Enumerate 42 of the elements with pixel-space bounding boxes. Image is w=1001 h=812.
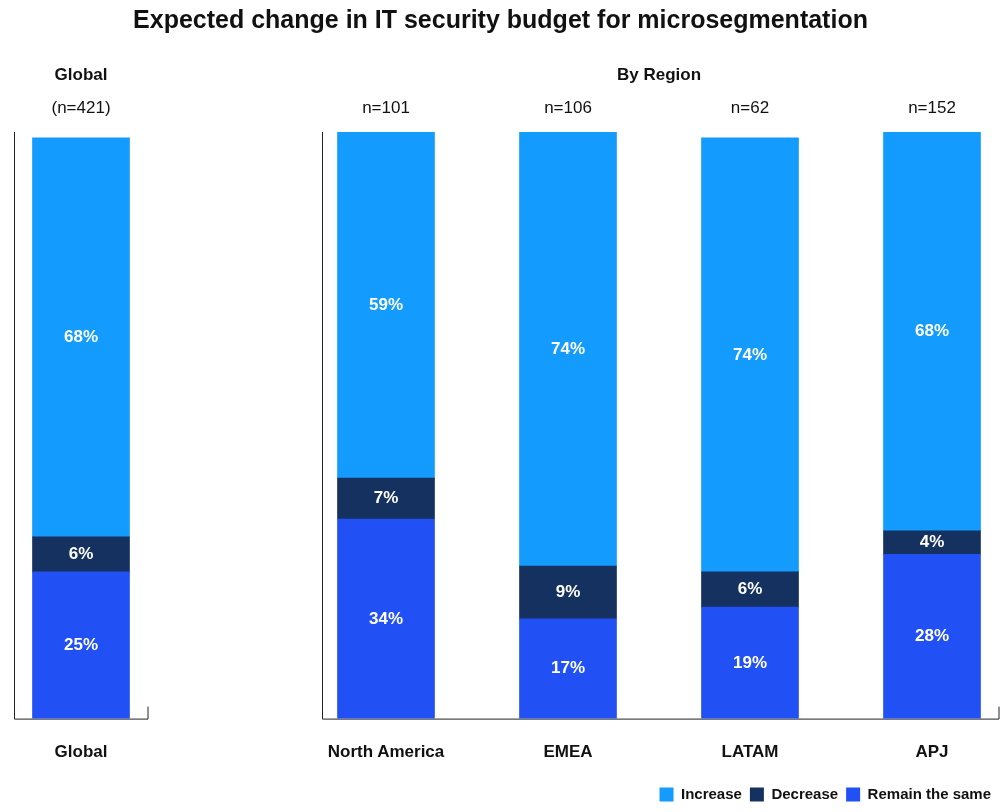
bar: [701, 606, 799, 719]
text: (n=421): [51, 97, 111, 117]
data-label: 4%: [919, 532, 945, 552]
bar: [337, 518, 435, 719]
chart-title: Expected change in IT security budget for microsegmentation: [132, 5, 869, 34]
data-label: 9%: [555, 582, 581, 602]
legend-label: Remain the same: [867, 784, 992, 802]
bar: [519, 618, 617, 719]
x-tick-label: North America: [327, 742, 445, 762]
data-label: 68%: [63, 327, 99, 346]
x-tick-label: LATAM: [721, 742, 779, 762]
data-label: 34%: [368, 608, 404, 628]
data-label: 17%: [550, 658, 586, 678]
data-label: 74%: [550, 338, 586, 358]
text: n=106: [544, 97, 592, 117]
bar: [337, 132, 435, 479]
text: n=101: [362, 97, 410, 117]
text: n=152: [908, 97, 956, 117]
data-label: 19%: [732, 652, 768, 672]
bar: [883, 554, 981, 719]
data-label: 74%: [732, 344, 768, 364]
legend-label: Increase: [681, 784, 742, 802]
text: Global: [54, 64, 108, 84]
data-label: 28%: [914, 626, 950, 646]
text: By Region: [616, 64, 702, 84]
bar: [519, 132, 617, 567]
data-label: 68%: [914, 321, 950, 341]
data-label: 6%: [68, 544, 94, 564]
x-tick-label: EMEA: [543, 742, 593, 762]
text: n=62: [730, 97, 770, 117]
data-label: 25%: [63, 634, 99, 654]
x-tick-label: APJ: [915, 742, 949, 762]
data-label: 6%: [737, 579, 763, 599]
legend-label: Decrease: [771, 784, 839, 802]
bar: [701, 571, 799, 608]
bar: [701, 137, 799, 573]
bar: [519, 565, 617, 620]
data-label: 7%: [373, 488, 399, 508]
bar: [883, 132, 981, 532]
x-tick-label: Global: [54, 742, 108, 762]
data-label: 59%: [368, 294, 404, 314]
bar: [337, 477, 435, 520]
